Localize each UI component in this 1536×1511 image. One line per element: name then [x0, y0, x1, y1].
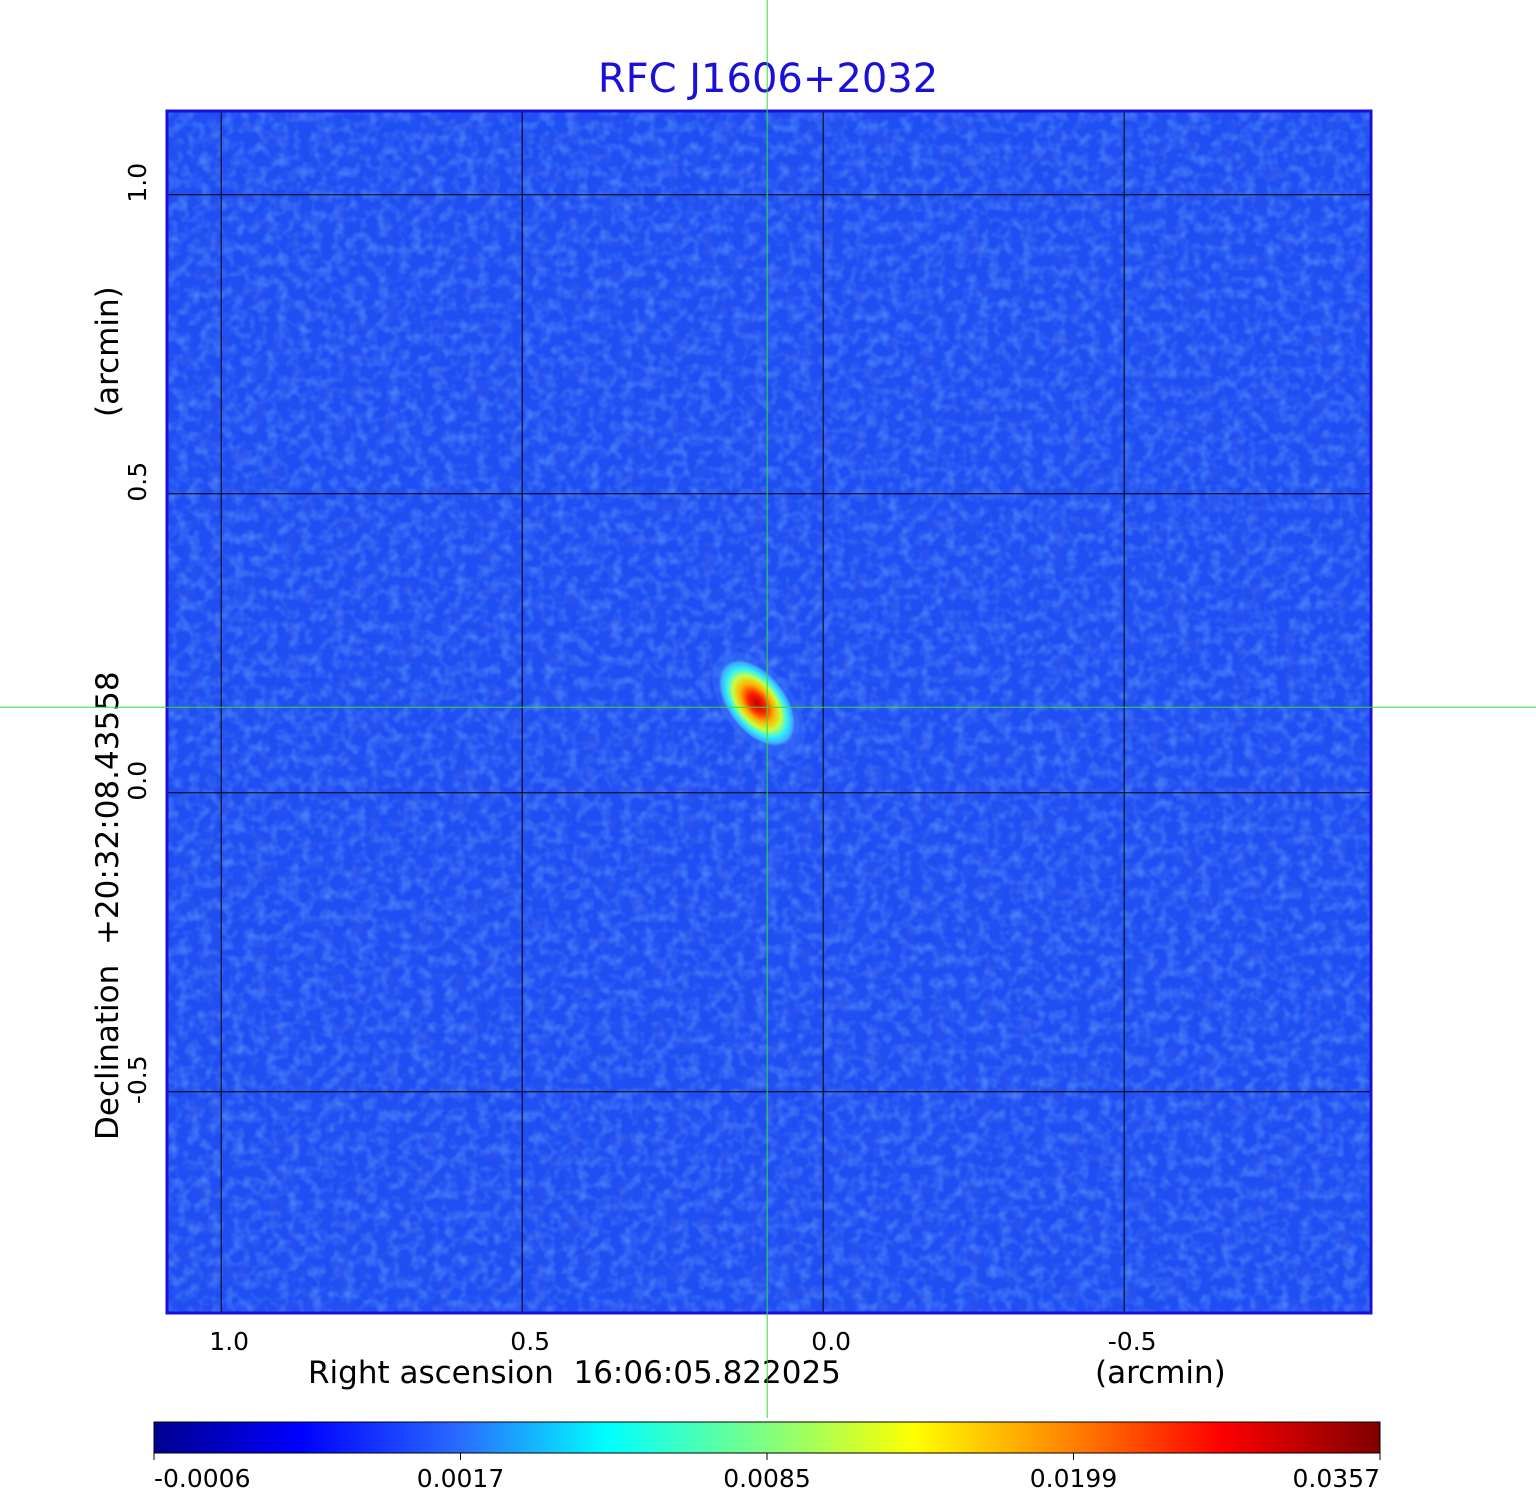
y-tick-label-3: -0.5 — [123, 1055, 152, 1104]
x-tick-label-2: 0.0 — [811, 1327, 851, 1356]
x-tick-label-1: 0.5 — [510, 1327, 550, 1356]
colorbar-tick-label-4: 0.0357 — [1293, 1464, 1380, 1493]
chart-title: RFC J1606+2032 — [598, 56, 938, 102]
y-tick-label-2: 0.0 — [123, 761, 152, 801]
colorbar-tick-label-3: 0.0199 — [1030, 1464, 1117, 1493]
x-axis-unit: (arcmin) — [1095, 1355, 1226, 1391]
colorbar-tick-label-2: 0.0085 — [723, 1464, 810, 1493]
image-field — [167, 111, 1371, 1313]
plot-frame — [165, 109, 1373, 1315]
x-tick-label-0: 1.0 — [209, 1327, 249, 1356]
y-tick-label-0: 1.0 — [123, 163, 152, 203]
colorbar — [153, 1421, 1381, 1454]
y-axis-label: Declination +20:32:08.43558 — [90, 671, 126, 1140]
colorbar-tick-label-0: -0.0006 — [154, 1464, 251, 1493]
y-axis-unit: (arcmin) — [90, 286, 126, 417]
radio-source — [717, 658, 797, 748]
x-axis-label: Right ascension 16:06:05.822025 — [308, 1355, 841, 1391]
x-tick-label-3: -0.5 — [1108, 1327, 1157, 1356]
colorbar-tick-label-1: 0.0017 — [417, 1464, 504, 1493]
y-tick-label-1: 0.5 — [123, 462, 152, 502]
